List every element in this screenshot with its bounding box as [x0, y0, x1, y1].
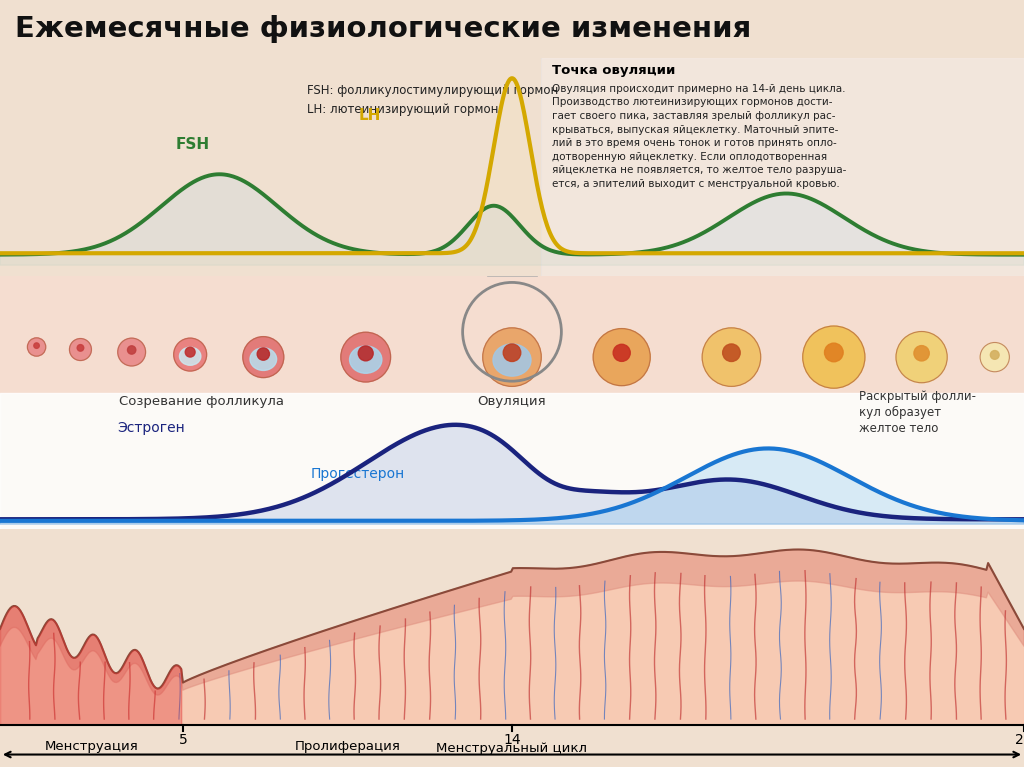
Ellipse shape [493, 344, 531, 376]
Text: Эстроген: Эстроген [117, 421, 184, 435]
Ellipse shape [723, 344, 740, 361]
Ellipse shape [250, 348, 276, 370]
Ellipse shape [77, 344, 84, 351]
Text: Менструальный цикл: Менструальный цикл [436, 742, 588, 755]
Text: Ежемесячные физиологические изменения: Ежемесячные физиологические изменения [15, 15, 752, 43]
Ellipse shape [702, 328, 761, 387]
Ellipse shape [913, 346, 929, 361]
Ellipse shape [358, 346, 373, 360]
Text: Менструация: Менструация [45, 740, 138, 753]
Text: 5: 5 [178, 733, 187, 748]
Ellipse shape [243, 337, 284, 377]
Ellipse shape [179, 347, 201, 365]
Text: LH: LH [358, 108, 381, 123]
Ellipse shape [482, 328, 542, 387]
Ellipse shape [174, 338, 207, 371]
Ellipse shape [349, 346, 382, 374]
Text: 14: 14 [503, 733, 521, 748]
Ellipse shape [990, 351, 999, 359]
Text: Созревание фолликула: Созревание фолликула [119, 395, 284, 408]
Text: Пролиферация: Пролиферация [295, 740, 400, 753]
Text: Точка овуляции: Точка овуляции [552, 64, 676, 77]
Text: LH: лютеинизирующий гормон: LH: лютеинизирующий гормон [307, 104, 499, 117]
Text: FSH: фолликулостимулирующий гормон: FSH: фолликулостимулирующий гормон [307, 84, 558, 97]
Ellipse shape [593, 328, 650, 386]
Ellipse shape [503, 344, 521, 361]
Ellipse shape [803, 326, 865, 388]
Ellipse shape [980, 343, 1010, 372]
Ellipse shape [28, 337, 46, 356]
Ellipse shape [70, 338, 91, 360]
Ellipse shape [34, 343, 39, 348]
Ellipse shape [257, 348, 269, 360]
Text: Овуляция происходит примерно на 14-й день цикла.
Производство лютеинизирующих го: Овуляция происходит примерно на 14-й ден… [552, 84, 847, 189]
Text: 28: 28 [1015, 733, 1024, 748]
Text: FSH: FSH [175, 137, 210, 152]
Ellipse shape [613, 344, 630, 361]
Text: Раскрытый фолли-
кул образует
желтое тело: Раскрытый фолли- кул образует желтое тел… [859, 390, 977, 435]
Text: Овуляция: Овуляция [477, 395, 547, 408]
Ellipse shape [185, 347, 196, 357]
Ellipse shape [127, 346, 136, 354]
Text: Прогестерон: Прогестерон [311, 466, 406, 481]
Ellipse shape [824, 343, 843, 362]
Ellipse shape [118, 338, 145, 366]
Ellipse shape [341, 332, 390, 382]
Ellipse shape [896, 331, 947, 383]
